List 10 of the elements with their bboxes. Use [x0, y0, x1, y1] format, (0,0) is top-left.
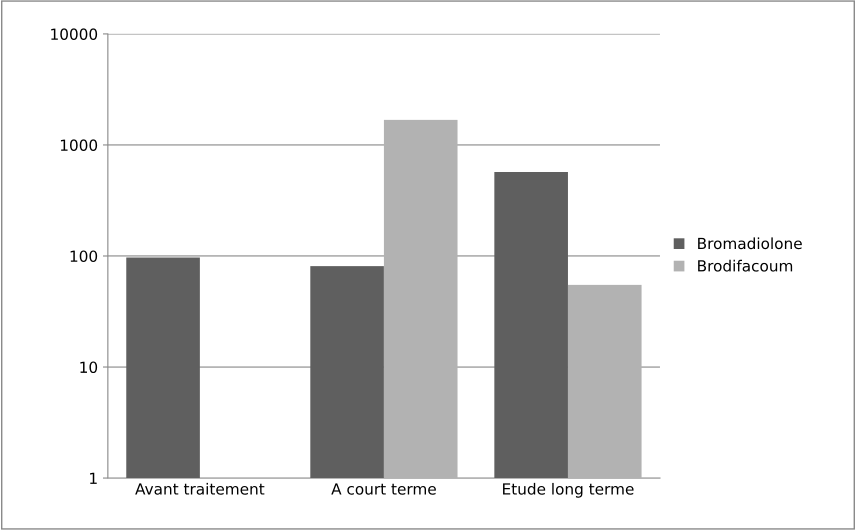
x-tick-label: Etude long terme	[503, 482, 634, 498]
y-tick-label: 10000	[51, 28, 98, 40]
y-tick-label: 100	[70, 250, 98, 262]
y-tick-label: 1000	[60, 139, 98, 151]
legend-label: Bromadiolone	[698, 237, 802, 250]
x-tick-label: Avant traitement	[135, 482, 264, 495]
y-tick-label: 10	[80, 361, 98, 374]
x-tick-label: A court terme	[331, 483, 436, 495]
legend-label: Brodifacoum	[698, 260, 792, 272]
y-tick-label: 1	[90, 472, 97, 484]
